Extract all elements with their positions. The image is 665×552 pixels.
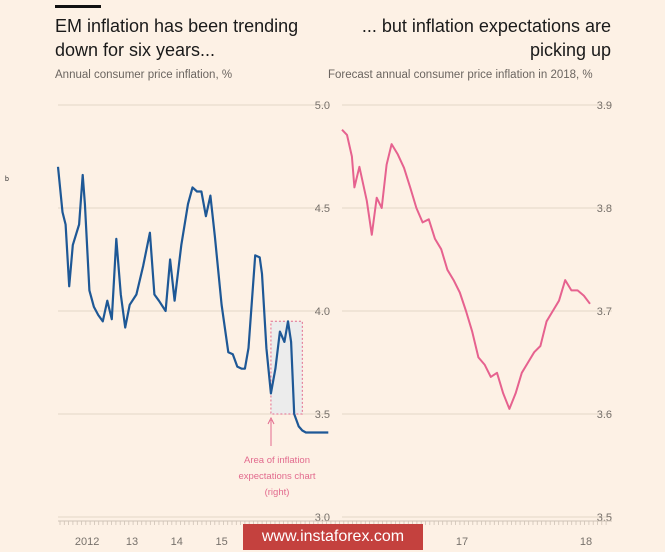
right-y-tick-label: 3.8 [597,203,612,215]
right-y-tick-label: 3.7 [597,306,612,318]
right-gridlines [342,104,612,518]
left-y-tick-label: 5.0 [315,100,330,112]
right-series-line [341,129,591,410]
left-y-tick-label: 4.0 [315,306,330,318]
right-y-tick-label: 3.6 [597,409,612,421]
x-tick-label: 15 [215,536,227,548]
watermark: www.instaforex.com [243,524,423,550]
x-tick-label: 14 [171,536,183,548]
right-chart-subtitle: Forecast annual consumer price inflation… [328,69,593,81]
left-y-tick-label: 4.5 [315,203,330,215]
right-y-ticks: 3.5 3.6 3.7 3.8 3.9 [597,100,612,524]
annotation-line-2: expectations chart [238,471,315,482]
stray-mark: b [5,176,9,183]
x-tick-label: 2012 [75,536,99,548]
left-chart-title: EM inflation has been trending down for … [55,16,299,60]
right-chart-title: ... but inflation expectations are picki… [361,16,611,60]
x-tick-label: 18 [580,536,592,548]
left-chart-subtitle: Annual consumer price inflation, % [55,69,233,81]
title-rule [55,5,101,8]
x-tick-label: 13 [126,536,138,548]
left-y-ticks: 3.03.54.04.55.0 [315,100,330,524]
annotation-line-3: (right) [265,487,290,498]
right-y-tick-label: 3.9 [597,100,612,112]
annotation-line-1: Area of inflation [244,455,310,466]
right-y-tick-label: 3.5 [597,512,612,524]
x-tick-label: 17 [456,536,468,548]
annotation-arrowhead [267,416,275,425]
x-axis: 2012131415161718 [58,520,612,548]
left-series-line [56,166,329,434]
left-y-tick-label: 3.5 [315,409,330,421]
